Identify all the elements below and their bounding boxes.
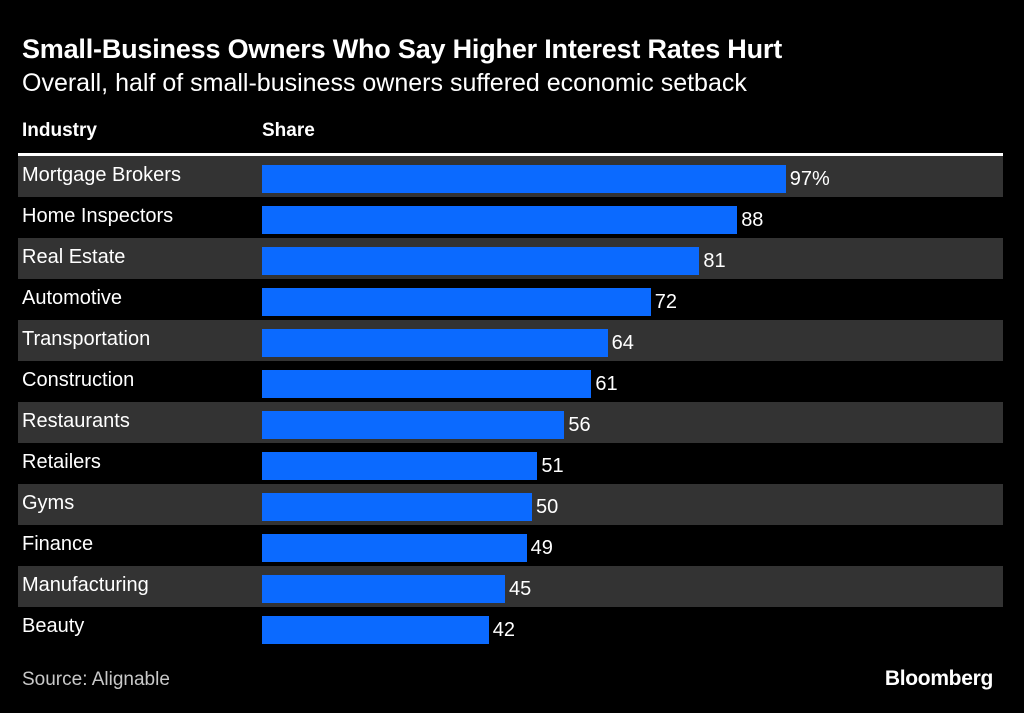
bar [262,329,608,357]
chart-row: Beauty 42 [18,607,1003,648]
value-label: 64 [611,332,634,354]
bar [262,411,565,439]
chart-row: Home Inspectors 88 [18,197,1003,238]
chart-row: Construction 61 [18,361,1003,402]
chart-row: Restaurants 56 [18,402,1003,443]
value-label: 50 [536,496,559,518]
category-label: Restaurants [22,410,130,432]
source-note: Source: Alignable [22,669,170,690]
value-label: 61 [595,373,618,395]
bar-chart-rows: Mortgage Brokers 97% Home Inspectors 88 Real… [18,156,1003,648]
chart-row: Mortgage Brokers 97% [18,156,1003,197]
value-label: 88 [741,209,764,231]
value-label: 49 [530,537,553,559]
category-label: Construction [22,369,135,391]
share-column-header: Share [262,120,315,141]
category-label: Home Inspectors [22,205,174,227]
category-label: Automotive [22,287,123,309]
bar [262,534,527,562]
chart-row: Retailers 51 [18,443,1003,484]
chart-row: Real Estate 81 [18,238,1003,279]
value-label: 51 [541,455,564,477]
category-label: Mortgage Brokers [22,164,181,186]
bar [262,247,700,275]
bar [262,575,505,603]
value-label: 56 [568,414,591,436]
value-label: 42 [492,619,516,641]
bar [262,616,489,644]
category-label: Finance [22,533,94,555]
industry-column-header: Industry [22,120,97,141]
value-label: 97% [789,168,830,190]
chart-row: Transportation 64 [18,320,1003,361]
bar [262,452,538,480]
chart-subtitle: Overall, half of small-business owners s… [22,69,747,97]
chart-row: Automotive 72 [18,279,1003,320]
category-label: Beauty [22,615,85,637]
value-label: 45 [509,578,532,600]
header-divider [18,153,1003,156]
bar [262,165,786,193]
category-label: Gyms [22,492,75,514]
bar [262,288,651,316]
value-label: 81 [703,250,726,272]
value-label: 72 [654,291,678,313]
bar [262,370,592,398]
chart-row: Finance 49 [18,525,1003,566]
bar [262,206,738,234]
chart-row: Manufacturing 45 [18,566,1003,607]
bloomberg-logo: Bloomberg [884,667,993,690]
bar [262,493,532,521]
chart-title: Small-Business Owners Who Say Higher Int… [22,34,783,64]
chart-row: Gyms 50 [18,484,1003,525]
category-label: Manufacturing [22,574,149,596]
category-label: Retailers [22,451,101,473]
category-label: Real Estate [22,246,126,268]
category-label: Transportation [22,328,151,350]
